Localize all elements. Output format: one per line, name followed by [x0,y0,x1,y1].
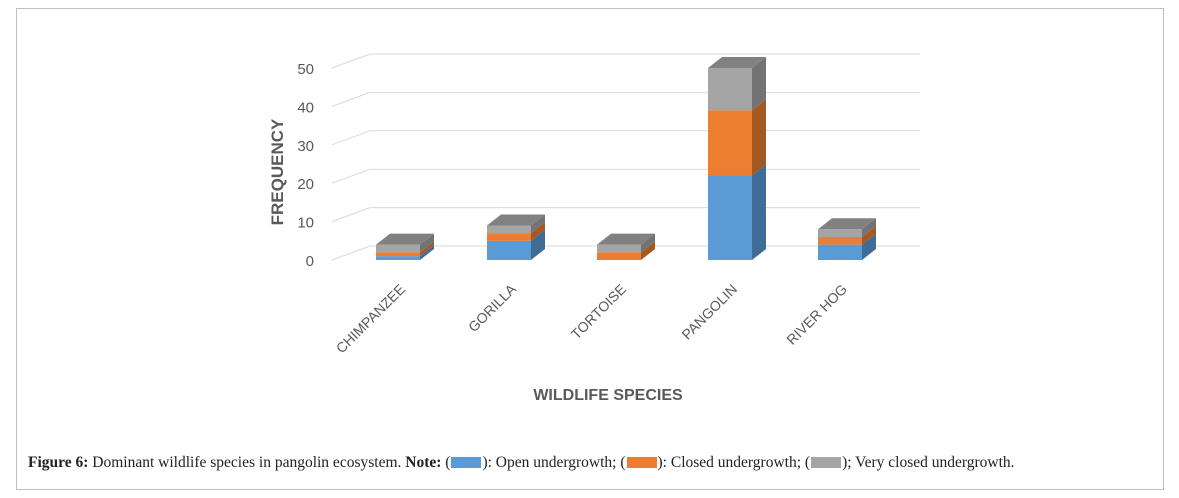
bar-segment-front [376,256,420,260]
x-tick-label: RIVER HOG [783,281,850,348]
gridline-depth [331,168,371,184]
bar-top-face [487,214,545,226]
bar-segment-front [708,68,752,111]
bar-segment-side [862,233,876,260]
x-tick-label: PANGOLIN [678,281,740,343]
figure-frame [16,8,1164,490]
bar-segment-side [531,229,545,260]
bar-segment-side [752,99,766,176]
y-tick-label: 0 [306,253,314,270]
y-tick-label: 20 [297,176,314,193]
bar-segment-side [641,233,655,253]
x-tick-label: GORILLA [465,280,520,335]
gridline-depth [331,130,371,146]
bar-segment-front [376,244,420,253]
bar-top-face [376,233,434,245]
bar-segment-front [818,236,862,245]
x-tick-label: CHIMPANZEE [333,281,408,356]
bar-segment-side [531,222,545,241]
series-1-text: ): Open undergrowth; ( [482,454,626,471]
bar-segment-front [708,175,752,260]
gridline-depth [331,91,371,107]
y-tick-label: 30 [297,138,314,155]
y-axis-title: FREQUENCY [268,118,287,225]
bar-segment-side [420,245,434,260]
gridline-depth [331,53,371,69]
gridline-depth [331,245,371,261]
bar-segment-side [752,57,766,111]
bar-segment-front [597,244,641,253]
figure-text: Dominant wildlife species in pangolin ec… [88,454,406,471]
bar-top-face [708,57,766,68]
bar-segment-side [862,225,876,245]
gridline-depth [331,207,371,223]
figure-caption: Figure 6: Dominant wildlife species in p… [28,454,1015,472]
series-2-text: ): Closed undergrowth; ( [657,454,811,471]
y-tick-label: 40 [297,99,314,116]
bar-segment-side [531,214,545,234]
bar-segment-side [862,218,876,237]
bar-segment-front [487,225,531,234]
note-label: Note: [405,454,442,471]
bar-segment-front [376,252,420,257]
figure-label: Figure 6: [28,454,89,471]
bar-segment-front [708,110,752,176]
closed-undergrowth-swatch [626,457,657,468]
bar-top-face [818,218,876,230]
x-tick-label: TORTOISE [568,281,629,342]
bar-segment-side [752,164,766,260]
y-tick-label: 50 [297,61,314,78]
bar-segment-front [818,229,862,237]
bar-top-face [597,233,655,245]
bar-segment-front [487,240,531,260]
x-axis-title: WILDLIFE SPECIES [533,387,683,404]
very-closed-undergrowth-swatch [811,457,842,468]
bar-segment-front [597,252,641,260]
bar-segment-side [420,241,434,257]
caption-paren: ( [441,454,451,471]
bar-segment-side [420,233,434,253]
y-tick-label: 10 [297,215,314,232]
stacked-3d-bar-chart: 0 10 20 30 40 50 CHIMPANZEE GORILLA TORTOISE PANG… [268,53,920,404]
open-undergrowth-swatch [451,457,482,468]
bar-segment-front [487,233,531,241]
bar-segment-side [641,241,655,260]
series-3-text: ); Very closed undergrowth. [842,454,1015,471]
bar-segment-front [818,244,862,260]
